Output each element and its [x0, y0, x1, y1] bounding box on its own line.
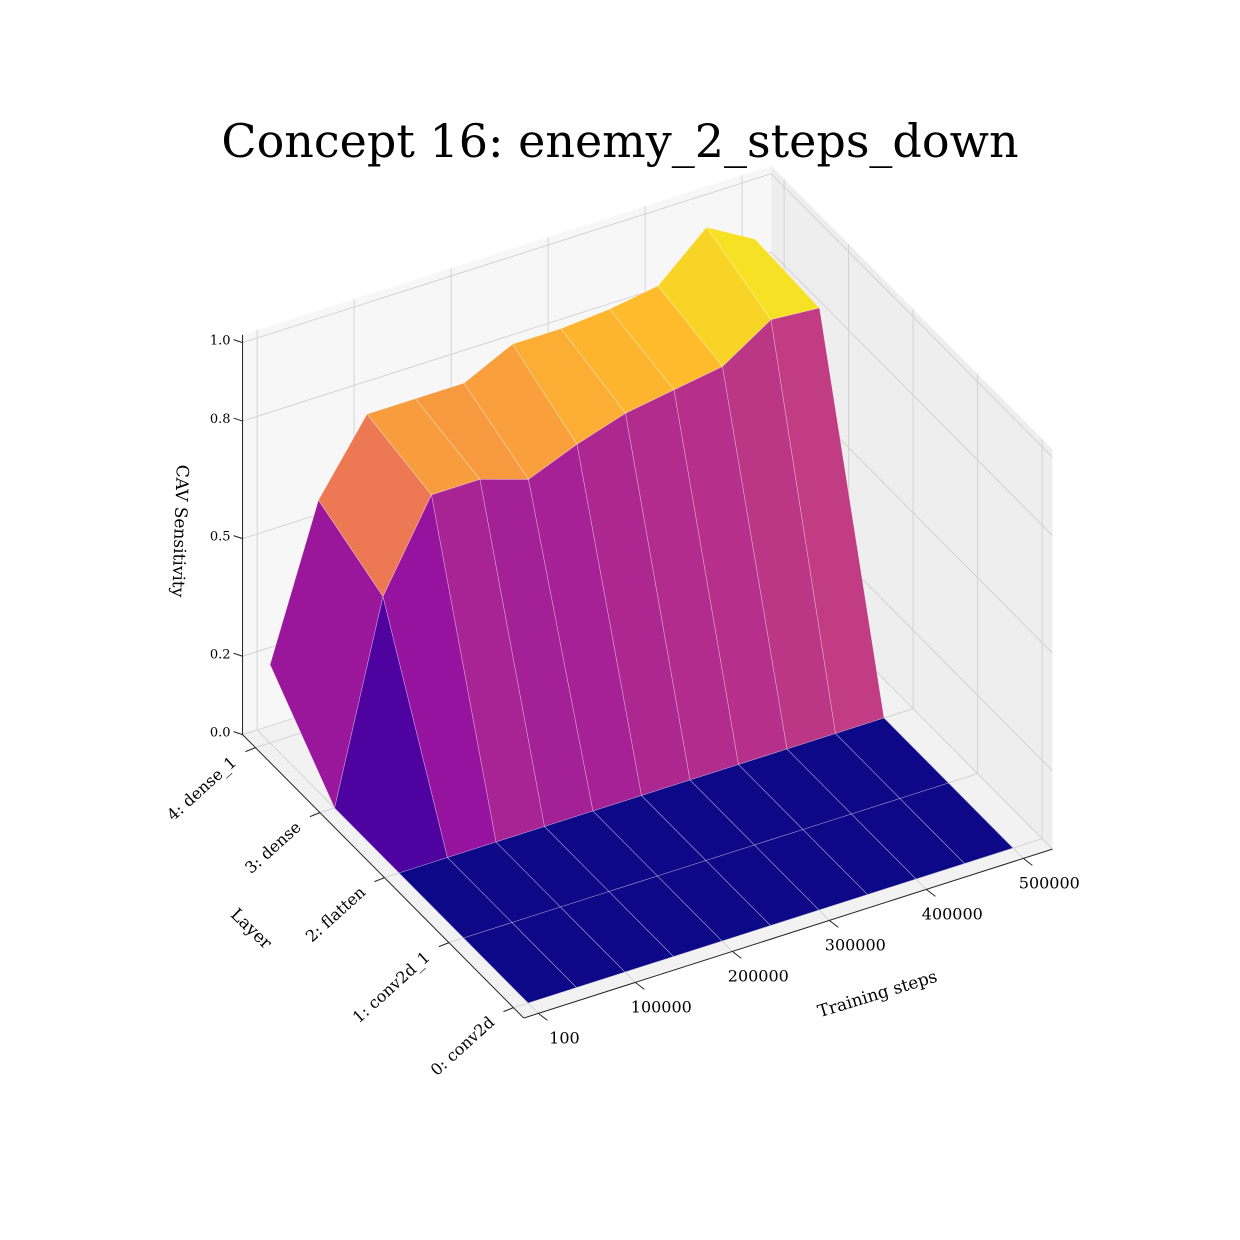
z-tick — [233, 417, 243, 422]
x-tick — [926, 889, 936, 897]
layer-tick — [309, 812, 321, 818]
z-tick-label: 0.2 — [210, 647, 231, 662]
z-tick-label: 0.5 — [210, 530, 231, 545]
layer-tick — [503, 1007, 514, 1013]
x-tick — [538, 1012, 548, 1021]
z-tick — [233, 652, 243, 657]
x-tick-label: 200000 — [728, 966, 789, 985]
x-tick-label: 400000 — [922, 904, 983, 923]
x-tick-label: 100 — [549, 1028, 580, 1047]
x-tick-label: 300000 — [825, 935, 886, 954]
x-axis-line — [523, 848, 1053, 1019]
layer-tick — [245, 747, 256, 753]
layer-tick-label: 3: dense — [241, 818, 305, 878]
x-tick — [1023, 858, 1033, 866]
chart-title: Concept 16: enemy_2_steps_down — [221, 114, 1018, 168]
layer-axis-line — [242, 734, 525, 1019]
x-tick — [829, 920, 839, 928]
x-tick-label: 500000 — [1019, 873, 1080, 892]
y-axis-label: Layer — [226, 905, 276, 954]
z-tick — [233, 731, 243, 736]
layer-tick-label: 1: conv2d_1 — [349, 948, 434, 1027]
surface — [269, 226, 1014, 1004]
z-axis-label: CAV Sensitivity — [167, 464, 192, 598]
x-axis-label: Training steps — [815, 967, 939, 1022]
z-tick-label: 0.8 — [210, 412, 231, 427]
layer-tick — [438, 942, 450, 948]
z-grid-line — [242, 173, 1053, 458]
surface-patch — [899, 782, 1014, 864]
x-tick — [732, 951, 742, 959]
layer-tick-label: 2: flatten — [302, 883, 369, 946]
layer-tick-label: 0: conv2d — [427, 1013, 498, 1080]
layer-tick-label: 4: dense_1 — [163, 753, 240, 825]
surface-patch — [706, 226, 820, 320]
z-tick-label: 1.0 — [210, 334, 231, 349]
z-tick — [233, 535, 243, 540]
z-grid-line — [242, 251, 1053, 536]
side-pane — [771, 165, 1053, 850]
x-tick — [635, 982, 645, 990]
x-tick-label: 100000 — [631, 997, 692, 1016]
z-tick — [233, 339, 243, 344]
z-tick-label: 0.0 — [210, 726, 231, 741]
layer-tick — [374, 877, 385, 883]
